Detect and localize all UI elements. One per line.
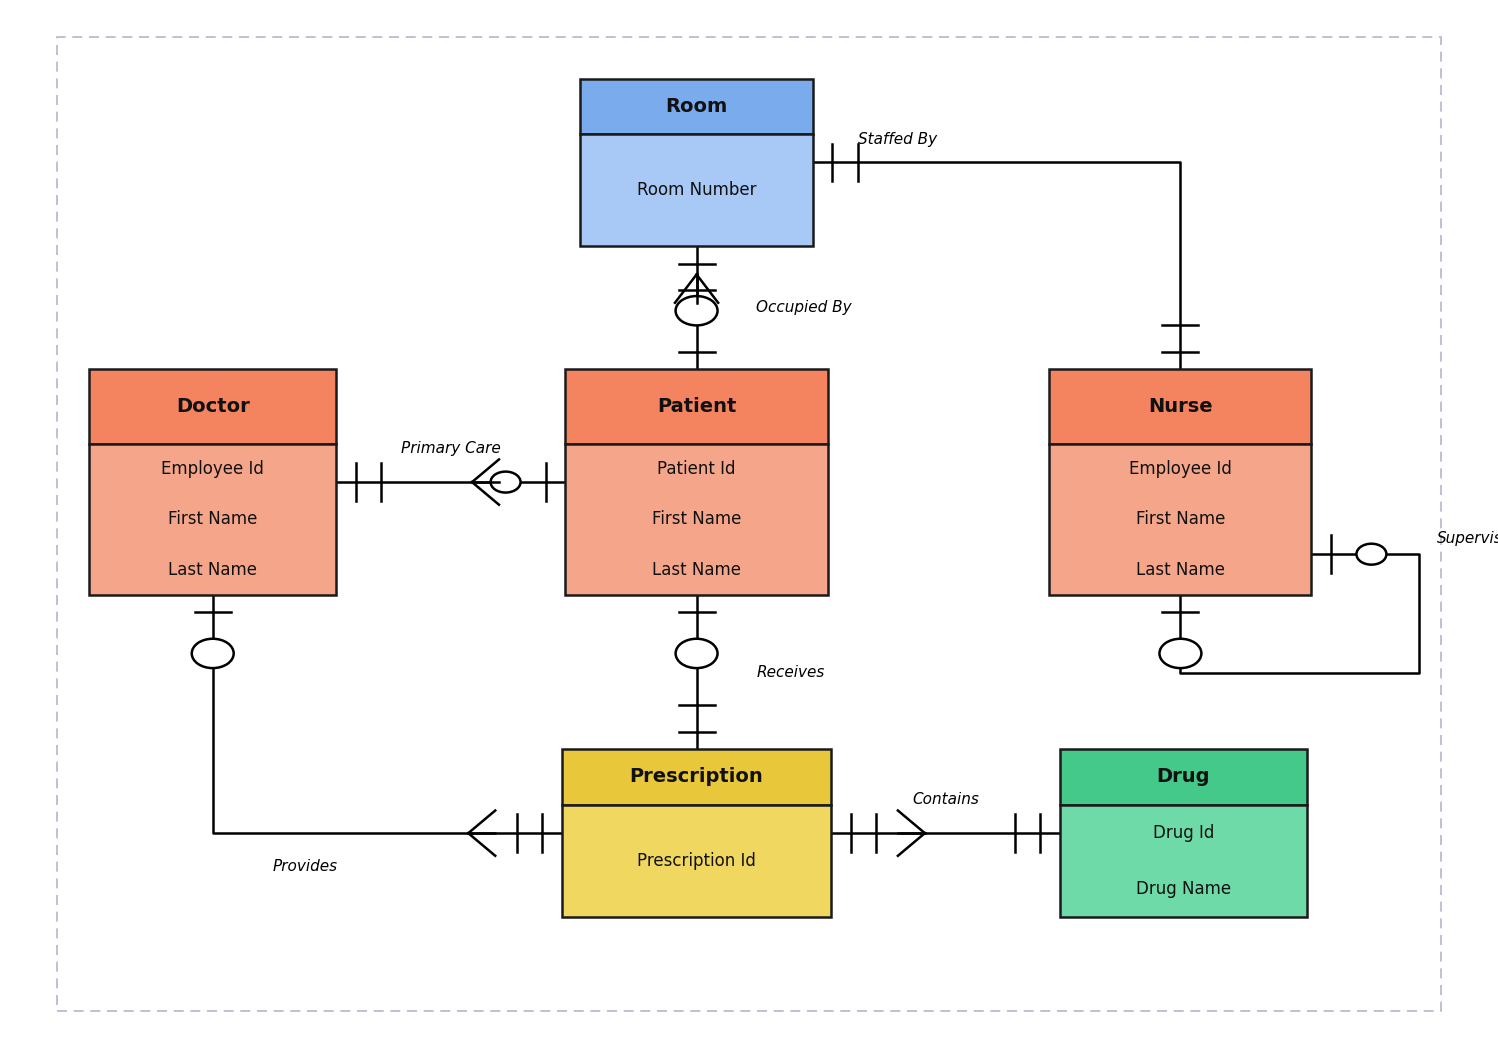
Text: Receives: Receives xyxy=(756,664,825,679)
Text: Last Name: Last Name xyxy=(652,561,742,578)
Text: Patient Id: Patient Id xyxy=(658,460,736,478)
FancyBboxPatch shape xyxy=(1061,749,1306,805)
FancyBboxPatch shape xyxy=(1049,370,1312,443)
FancyBboxPatch shape xyxy=(1061,805,1306,917)
Text: Last Name: Last Name xyxy=(1135,561,1225,578)
Text: First Name: First Name xyxy=(168,510,258,528)
Circle shape xyxy=(1159,638,1201,669)
Text: First Name: First Name xyxy=(1135,510,1225,528)
FancyBboxPatch shape xyxy=(566,370,827,443)
Text: Primary Care: Primary Care xyxy=(401,441,500,456)
Text: Drug Id: Drug Id xyxy=(1153,824,1213,842)
Text: Room Number: Room Number xyxy=(637,181,756,199)
Text: Drug: Drug xyxy=(1156,767,1210,786)
Text: Staffed By: Staffed By xyxy=(857,132,936,147)
Text: Patient: Patient xyxy=(658,397,736,416)
Text: First Name: First Name xyxy=(652,510,742,528)
Text: Room: Room xyxy=(665,96,728,115)
Text: Employee Id: Employee Id xyxy=(1129,460,1231,478)
Text: Nurse: Nurse xyxy=(1147,397,1213,416)
Circle shape xyxy=(676,638,718,669)
FancyBboxPatch shape xyxy=(562,749,831,805)
FancyBboxPatch shape xyxy=(88,370,336,443)
Text: Doctor: Doctor xyxy=(175,397,250,416)
Text: Supervises: Supervises xyxy=(1437,530,1498,546)
Text: Occupied By: Occupied By xyxy=(756,301,852,315)
Text: Provides: Provides xyxy=(273,859,337,874)
FancyBboxPatch shape xyxy=(88,443,336,594)
Circle shape xyxy=(491,472,521,493)
Text: Contains: Contains xyxy=(912,792,980,807)
Text: Prescription Id: Prescription Id xyxy=(637,852,756,870)
FancyBboxPatch shape xyxy=(581,79,812,134)
Circle shape xyxy=(1356,544,1386,565)
Text: Prescription: Prescription xyxy=(629,767,764,786)
Text: Drug Name: Drug Name xyxy=(1135,880,1231,898)
Text: Employee Id: Employee Id xyxy=(162,460,264,478)
Circle shape xyxy=(676,296,718,325)
Text: Last Name: Last Name xyxy=(168,561,258,578)
FancyBboxPatch shape xyxy=(581,134,812,246)
Circle shape xyxy=(192,638,234,669)
FancyBboxPatch shape xyxy=(1049,443,1312,594)
FancyBboxPatch shape xyxy=(566,443,827,594)
FancyBboxPatch shape xyxy=(562,805,831,917)
